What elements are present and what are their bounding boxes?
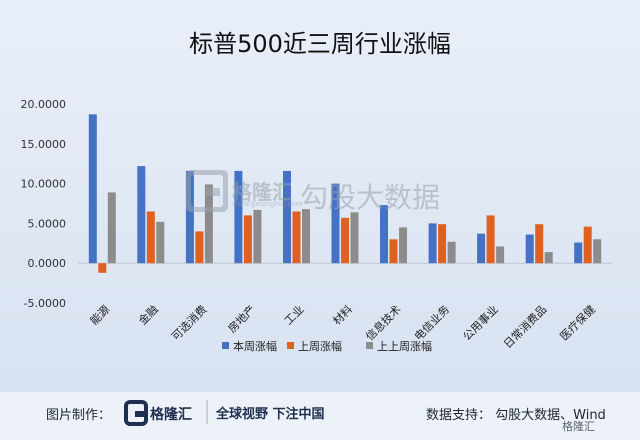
bar-0-2 (107, 192, 116, 264)
bar-6-2 (399, 227, 407, 264)
x-tick-label: 工业 (282, 303, 307, 328)
watermark-brand: 格隆汇 (232, 180, 292, 204)
x-tick-label: 医疗保健 (557, 302, 598, 343)
y-tick-label: 15.0000 (21, 138, 67, 151)
bar-1-2 (156, 221, 165, 264)
legend-label: 上上周涨幅 (377, 340, 432, 353)
y-tick-label: 20.0000 (21, 98, 67, 111)
bar-5-0 (331, 183, 340, 264)
x-tick-label: 电信业务 (412, 303, 452, 343)
slogan: 全球视野 下注中国 (216, 407, 325, 422)
bar-5-1 (341, 217, 349, 264)
bar-6-0 (380, 205, 388, 264)
bar-chart: 标普500近三周行业涨幅 20.0000 15.0000 10.0000 5.0000… (21, 30, 612, 353)
bar-1-1 (146, 211, 155, 264)
bars-group (88, 114, 602, 273)
bar-4-2 (302, 209, 310, 264)
watermark-text: 勾股大数据 (300, 181, 441, 214)
bar-8-1 (486, 215, 495, 264)
x-tick-label: 能源 (87, 302, 112, 327)
x-tick-label: 公用事业 (460, 303, 500, 343)
bar-3-2 (253, 209, 262, 264)
bar-4-1 (292, 211, 301, 264)
chart-title: 标普500近三周行业涨幅 (189, 30, 451, 58)
legend: 本周涨幅 上周涨幅 上上周涨幅 (222, 339, 432, 353)
x-tick-label: 可选消费 (168, 302, 209, 343)
x-tick-label: 信息技术 (363, 302, 404, 343)
x-axis-labels: 能源 金融 可选消费 房地产 工业 材料 信息技术 电信业务 公用事业 日常消费品 医疗保健 (87, 302, 598, 351)
watermark-logo-icon (186, 170, 228, 212)
bar-2-2 (204, 184, 213, 264)
bar-7-2 (447, 241, 456, 264)
footer-bar (0, 392, 640, 440)
brand-logo-icon (124, 400, 148, 426)
bar-5-2 (350, 212, 359, 264)
bar-6-1 (389, 239, 398, 264)
y-tick-label: 10.0000 (21, 178, 67, 191)
bar-0-1 (98, 263, 107, 273)
bar-8-2 (496, 246, 505, 264)
bar-3-0 (234, 170, 243, 264)
data-source: 数据支持： 勾股大数据、Wind (426, 408, 606, 423)
watermark-site: www.gelonghui.com (232, 200, 303, 208)
bar-9-0 (525, 234, 534, 264)
x-tick-label: 房地产 (225, 302, 258, 335)
corner-badge: 格隆汇 (562, 420, 595, 433)
legend-swatch (222, 342, 229, 349)
made-by-label: 图片制作： (46, 408, 112, 423)
bar-4-0 (283, 170, 291, 264)
bar-7-0 (428, 223, 437, 264)
bar-1-0 (137, 166, 146, 264)
x-tick-label: 材料 (330, 302, 355, 327)
bar-0-0 (88, 114, 97, 264)
y-tick-label: 0.0000 (28, 257, 67, 270)
bar-10-0 (574, 242, 583, 264)
x-tick-label: 日常消费品 (501, 302, 550, 351)
brand-name: 格隆汇 (150, 407, 192, 423)
footer-divider (206, 400, 208, 424)
bar-3-1 (243, 215, 252, 264)
bar-9-2 (544, 252, 553, 264)
legend-label: 本周涨幅 (233, 339, 277, 353)
bar-2-0 (185, 170, 194, 264)
bar-2-1 (195, 231, 204, 264)
y-tick-label: 5.0000 (28, 217, 67, 230)
bar-9-1 (535, 224, 544, 264)
y-tick-label: -5.0000 (24, 297, 66, 310)
legend-label: 上周涨幅 (298, 340, 342, 353)
legend-swatch (366, 342, 373, 349)
bar-10-1 (583, 226, 592, 264)
x-tick-label: 金融 (135, 302, 160, 327)
legend-swatch (287, 342, 294, 349)
bar-7-1 (438, 224, 447, 264)
bar-8-0 (477, 233, 486, 264)
bar-10-2 (593, 239, 602, 264)
